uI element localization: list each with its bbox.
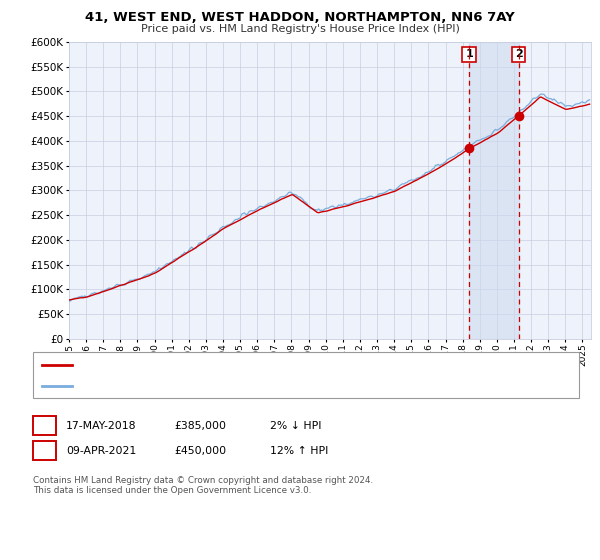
- Text: 09-APR-2021: 09-APR-2021: [66, 446, 136, 456]
- Text: 17-MAY-2018: 17-MAY-2018: [66, 421, 137, 431]
- Text: 1: 1: [41, 421, 48, 431]
- Text: 2: 2: [41, 446, 48, 456]
- Text: Contains HM Land Registry data © Crown copyright and database right 2024.
This d: Contains HM Land Registry data © Crown c…: [33, 476, 373, 496]
- Text: HPI: Average price, detached house, West Northamptonshire: HPI: Average price, detached house, West…: [78, 381, 380, 391]
- Text: £450,000: £450,000: [174, 446, 226, 456]
- Text: 41, WEST END, WEST HADDON, NORTHAMPTON, NN6 7AY: 41, WEST END, WEST HADDON, NORTHAMPTON, …: [85, 11, 515, 24]
- Text: 41, WEST END, WEST HADDON, NORTHAMPTON, NN6 7AY (detached house): 41, WEST END, WEST HADDON, NORTHAMPTON, …: [78, 360, 457, 370]
- Text: 2: 2: [515, 49, 523, 59]
- Text: £385,000: £385,000: [174, 421, 226, 431]
- Bar: [469, 42, 518, 339]
- Text: 2% ↓ HPI: 2% ↓ HPI: [270, 421, 322, 431]
- Text: 1: 1: [465, 49, 473, 59]
- Text: Price paid vs. HM Land Registry's House Price Index (HPI): Price paid vs. HM Land Registry's House …: [140, 24, 460, 34]
- Text: 12% ↑ HPI: 12% ↑ HPI: [270, 446, 328, 456]
